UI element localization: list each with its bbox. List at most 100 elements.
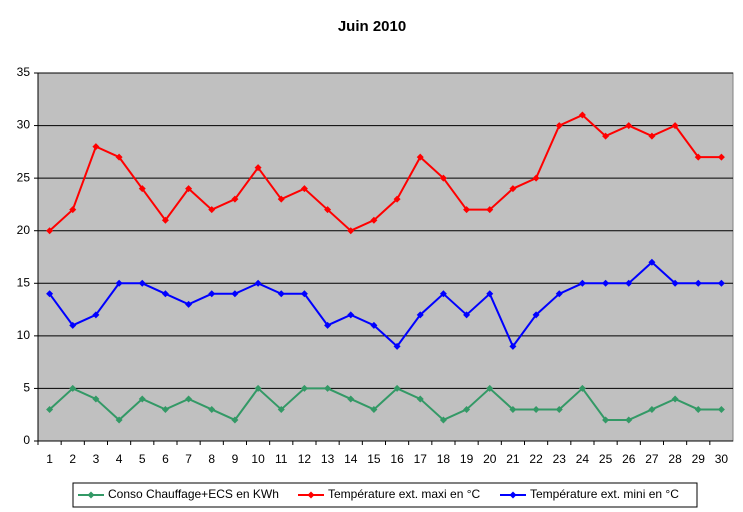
x-tick-label: 11 <box>275 452 288 466</box>
marker <box>694 279 702 287</box>
legend-label: Température ext. mini en °C <box>530 487 679 501</box>
marker <box>578 384 586 392</box>
marker <box>555 122 563 130</box>
marker <box>69 321 77 329</box>
series-line <box>48 113 722 232</box>
marker <box>648 132 656 140</box>
marker <box>115 153 123 161</box>
marker <box>393 195 401 203</box>
x-tick-label: 8 <box>208 452 215 466</box>
y-tick-label: 5 <box>23 381 30 395</box>
marker <box>92 395 100 403</box>
x-tick-label: 27 <box>645 452 659 466</box>
marker <box>416 395 424 403</box>
marker <box>46 290 54 298</box>
y-tick-label: 10 <box>17 328 31 342</box>
marker <box>416 153 424 161</box>
x-tick-label: 29 <box>692 452 706 466</box>
marker <box>602 279 610 287</box>
y-tick-label: 0 <box>23 433 30 447</box>
marker <box>532 174 540 182</box>
x-tick-label: 5 <box>139 452 146 466</box>
x-tick-label: 13 <box>321 452 335 466</box>
marker <box>231 195 239 203</box>
x-tick-label: 15 <box>367 452 381 466</box>
x-tick-label: 30 <box>715 452 729 466</box>
marker <box>115 279 123 287</box>
x-tick-label: 19 <box>460 452 474 466</box>
marker <box>185 395 193 403</box>
marker <box>208 206 216 214</box>
x-tick-label: 16 <box>390 452 404 466</box>
marker <box>393 342 401 350</box>
marker <box>254 279 262 287</box>
marker <box>717 279 725 287</box>
y-tick-label: 25 <box>17 170 31 184</box>
legend-marker <box>509 491 517 499</box>
marker <box>300 290 308 298</box>
x-tick-label: 21 <box>506 452 520 466</box>
x-tick-label: 9 <box>232 452 239 466</box>
marker <box>625 416 633 424</box>
marker <box>671 122 679 130</box>
marker <box>347 395 355 403</box>
marker <box>324 206 332 214</box>
marker <box>185 185 193 193</box>
marker <box>578 279 586 287</box>
marker <box>486 384 494 392</box>
marker <box>439 290 447 298</box>
legend-label: Température ext. maxi en °C <box>328 487 481 501</box>
marker <box>138 185 146 193</box>
marker <box>324 321 332 329</box>
y-tick-label: 30 <box>17 118 31 132</box>
marker <box>532 311 540 319</box>
marker <box>439 174 447 182</box>
legend-label: Conso Chauffage+ECS en KWh <box>108 487 279 501</box>
marker <box>277 290 285 298</box>
marker <box>694 153 702 161</box>
series-line <box>48 386 722 422</box>
series-line <box>48 260 722 349</box>
marker <box>393 384 401 392</box>
marker <box>231 416 239 424</box>
marker <box>46 227 54 235</box>
x-tick-label: 23 <box>553 452 567 466</box>
x-tick-label: 12 <box>298 452 312 466</box>
marker <box>602 416 610 424</box>
marker <box>463 206 471 214</box>
marker <box>138 279 146 287</box>
x-tick-label: 4 <box>116 452 123 466</box>
marker <box>509 405 517 413</box>
marker <box>115 416 123 424</box>
marker <box>300 384 308 392</box>
x-tick-label: 10 <box>251 452 265 466</box>
y-tick-label: 35 <box>17 65 31 79</box>
x-tick-label: 14 <box>344 452 358 466</box>
x-tick-label: 26 <box>622 452 636 466</box>
marker <box>370 216 378 224</box>
marker <box>300 185 308 193</box>
marker <box>208 290 216 298</box>
marker <box>231 290 239 298</box>
marker <box>208 405 216 413</box>
y-tick-label: 20 <box>17 223 31 237</box>
marker <box>69 206 77 214</box>
marker <box>717 153 725 161</box>
x-tick-label: 3 <box>93 452 100 466</box>
marker <box>648 258 656 266</box>
x-tick-label: 28 <box>668 452 682 466</box>
legend-marker <box>87 491 95 499</box>
marker <box>671 395 679 403</box>
x-tick-label: 6 <box>162 452 169 466</box>
marker <box>277 195 285 203</box>
marker <box>625 122 633 130</box>
marker <box>69 384 77 392</box>
marker <box>46 405 54 413</box>
marker <box>370 321 378 329</box>
x-tick-label: 20 <box>483 452 497 466</box>
marker <box>671 279 679 287</box>
legend <box>72 482 698 508</box>
x-tick-label: 25 <box>599 452 613 466</box>
x-tick-label: 24 <box>576 452 590 466</box>
